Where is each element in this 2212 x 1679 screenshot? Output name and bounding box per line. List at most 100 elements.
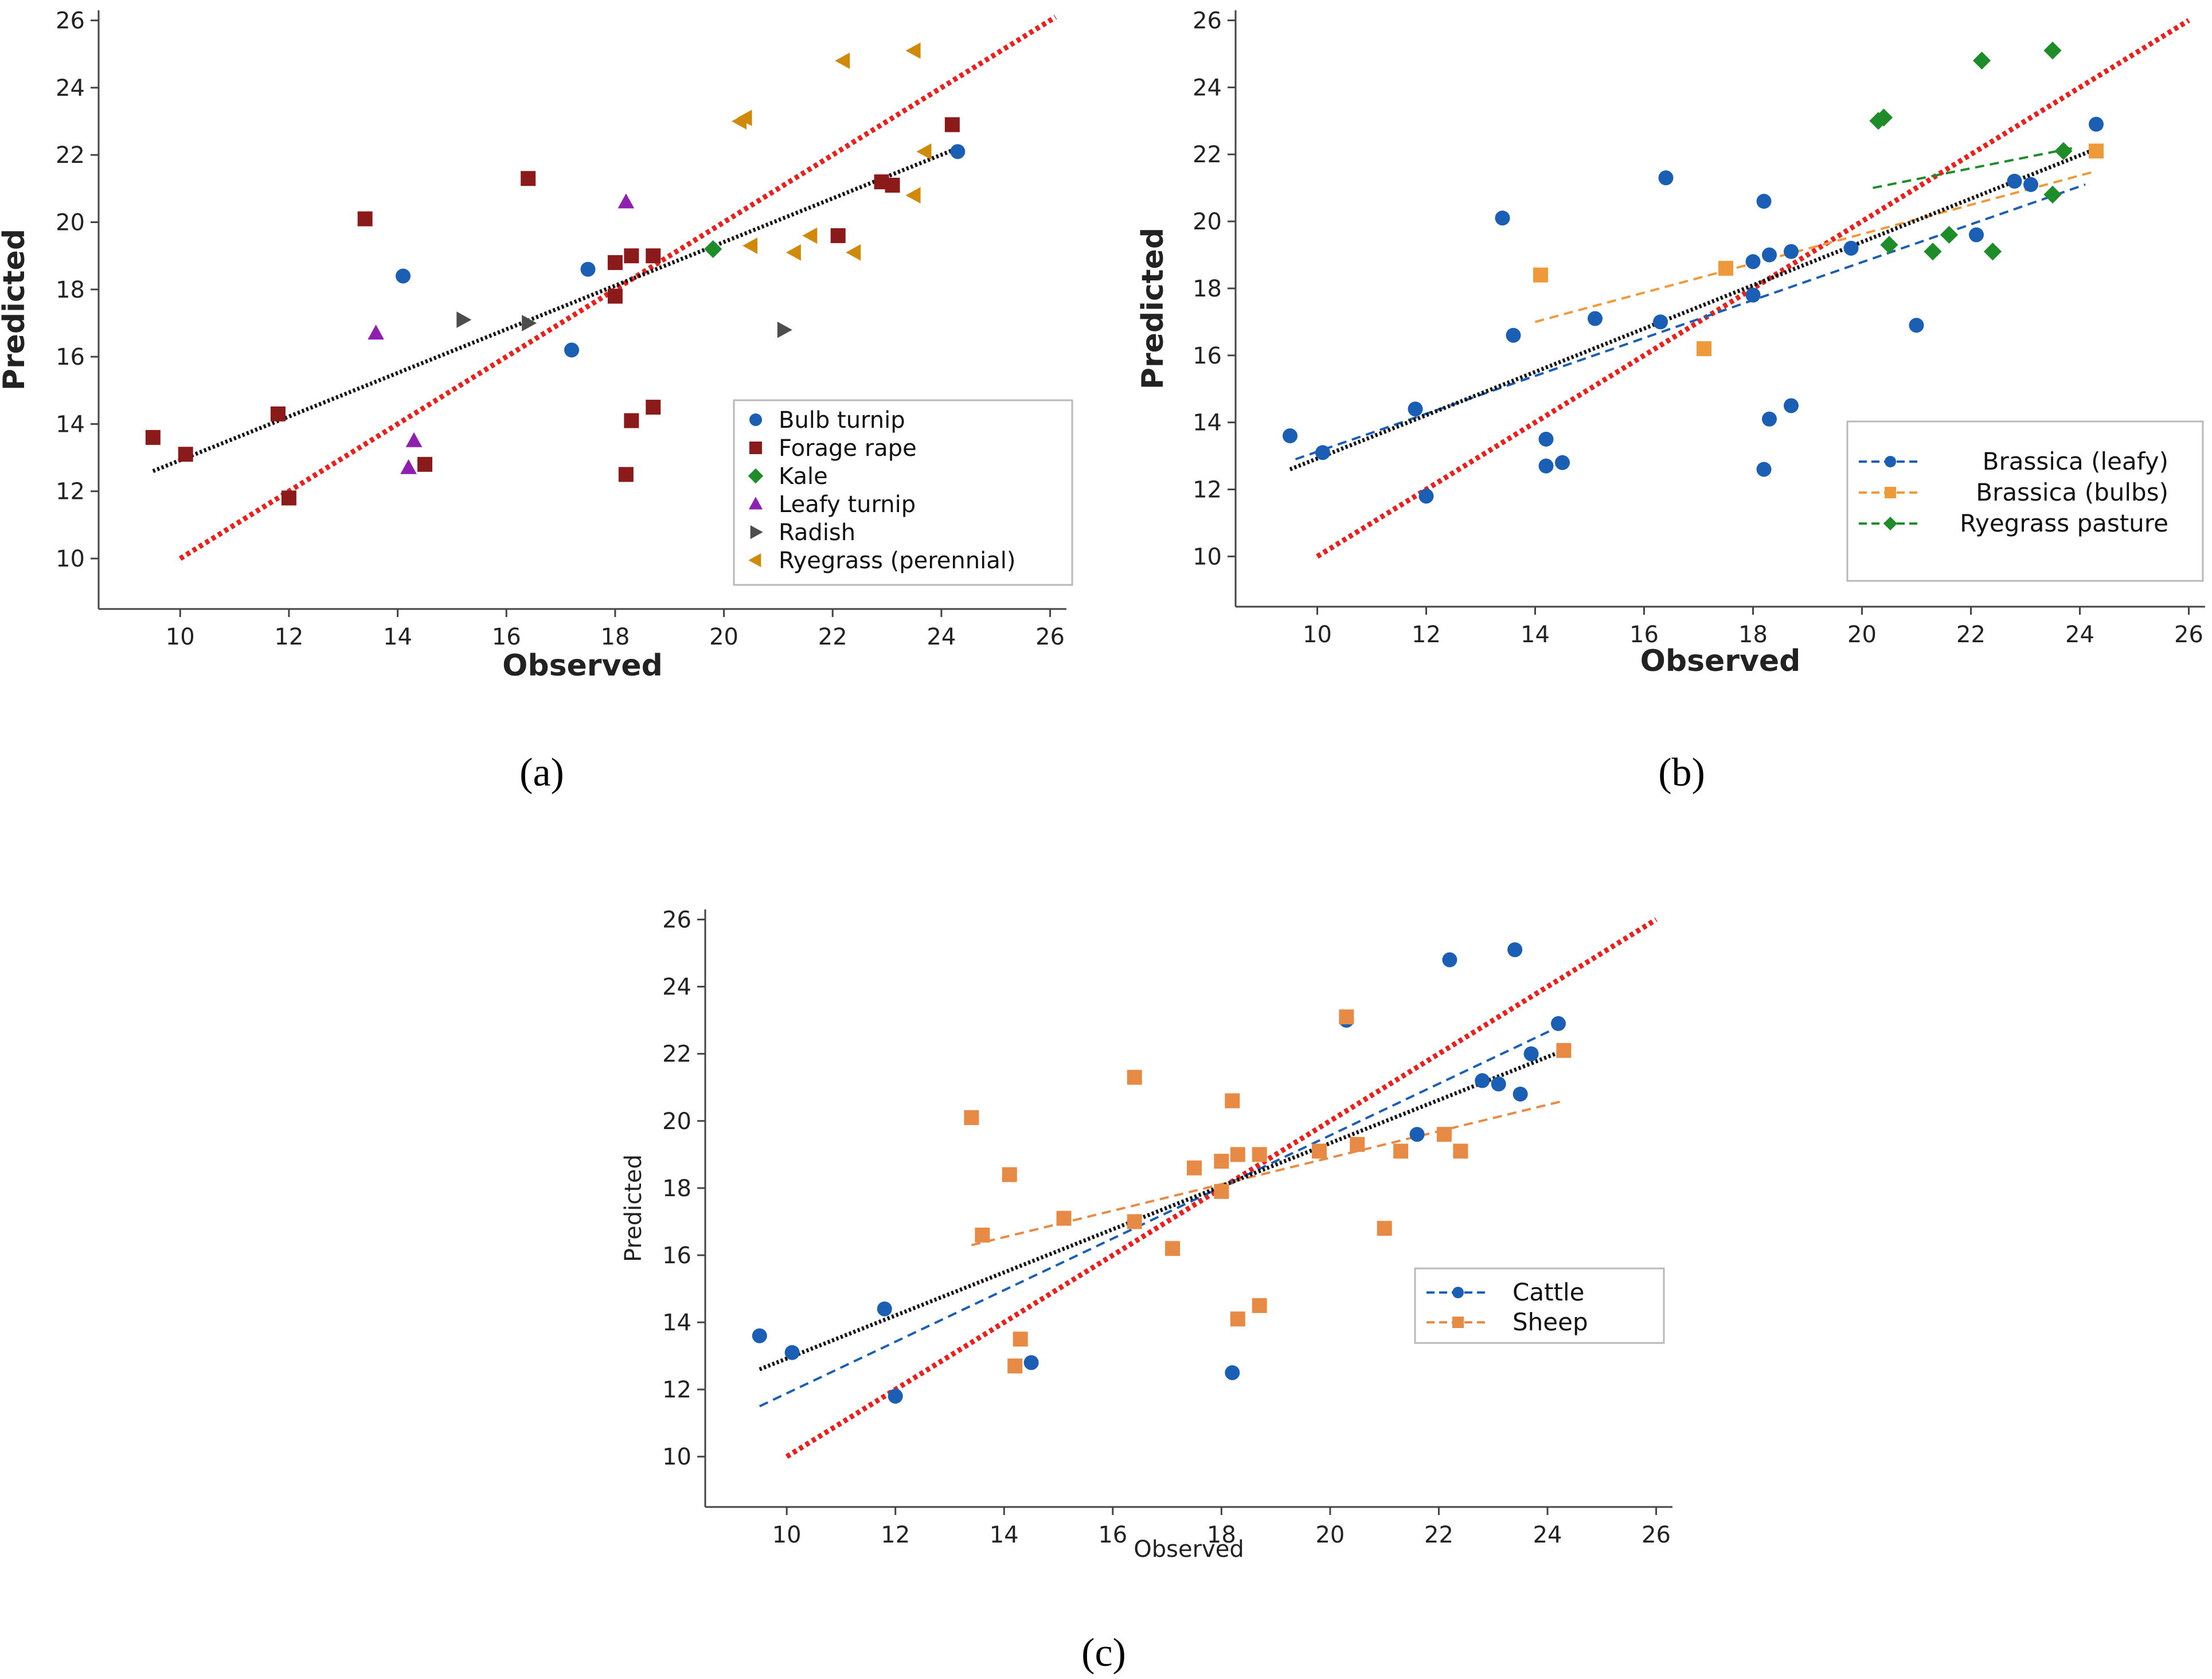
panel-a-point-forage-rape xyxy=(830,228,846,243)
panel-a-point-ryegrass-perennial xyxy=(905,42,921,59)
panel-a-point-forage-rape xyxy=(357,211,373,227)
panel-a-point-radish xyxy=(777,321,792,338)
panel-a-y-tick-label: 20 xyxy=(56,210,85,236)
panel-a-y-tick-label: 18 xyxy=(56,277,85,303)
panel-c-point-sheep xyxy=(975,1227,990,1243)
panel-c-x-tick-label: 22 xyxy=(1424,1522,1453,1548)
panel-a-point-forage-rape xyxy=(521,171,536,186)
panel-a-point-forage-rape xyxy=(270,406,286,421)
panel-b-fit-line-ryegrass-pasture xyxy=(1873,146,2075,189)
panel-a-point-forage-rape xyxy=(607,255,623,270)
panel-b-y-tick-label: 20 xyxy=(1193,209,1222,235)
panel-b-y-axis-label: Predicted xyxy=(1136,228,1170,389)
panel-c-point-sheep xyxy=(964,1110,979,1125)
panel-a-point-radish xyxy=(456,311,472,328)
panel-c-y-tick-label: 12 xyxy=(662,1377,691,1403)
panel-b-x-tick-label: 26 xyxy=(2174,622,2203,648)
panel-b-point-ryegrass-pasture xyxy=(2054,142,2073,160)
panel-a-point-ryegrass-perennial xyxy=(916,143,932,160)
panel-b-point-brassica-leafy xyxy=(1506,327,1521,343)
panel-b-point-brassica-leafy xyxy=(1745,287,1761,303)
panel-a-point-forage-rape xyxy=(417,456,432,472)
panel-b-point-ryegrass-pasture xyxy=(1940,225,1959,244)
panel-a-point-leafy-turnip xyxy=(368,325,384,340)
panel-c-point-cattle xyxy=(784,1345,800,1360)
panel-b-point-brassica-leafy xyxy=(2007,173,2022,189)
panel-a-x-tick-label: 10 xyxy=(166,624,195,650)
panel-a-chart: 10 12 14 16 18 20 22 24 26 10 12 14 16 18 20 22 24 26 Obse… xyxy=(0,8,1073,683)
panel-a-y-tick-label: 24 xyxy=(56,75,85,101)
panel-c-x-tick-label: 20 xyxy=(1315,1522,1345,1548)
panel-c-point-sheep xyxy=(1339,1009,1354,1025)
panel-c-y-tick-label: 24 xyxy=(662,974,691,1001)
panel-b-point-brassica-leafy xyxy=(1756,194,1772,209)
panel-c-point-sheep xyxy=(1056,1211,1072,1226)
panel-b-legend-label-brassica-bulbs: Brassica (bulbs) xyxy=(1976,478,2168,506)
panel-a-x-tick-label: 14 xyxy=(383,624,412,650)
panel-a-y-tick-label: 26 xyxy=(56,8,85,34)
panel-b-fit-line-brassica-bulbs xyxy=(1534,170,2097,323)
panel-a-legend-label-bulb-turnip: Bulb turnip xyxy=(779,407,905,434)
panel-c-point-sheep xyxy=(1230,1311,1245,1327)
panel-a-point-ryegrass-perennial xyxy=(737,110,752,126)
panel-b-y-tick-label: 12 xyxy=(1193,477,1222,503)
panel-c-point-sheep xyxy=(1002,1167,1017,1182)
panel-c-fit-line-sheep xyxy=(971,1099,1564,1247)
panel-c-x-tick-label: 18 xyxy=(1207,1522,1236,1548)
panel-b-caption: (b) xyxy=(1658,751,1705,795)
panel-c-point-sheep xyxy=(1214,1154,1229,1169)
panel-c-point-cattle xyxy=(1409,1127,1425,1142)
panel-b-point-brassica-leafy xyxy=(1588,311,1603,326)
panel-a-legend-box xyxy=(733,399,1073,586)
panel-a-legend-label-leafy-turnip: Leafy turnip xyxy=(779,491,916,518)
panel-b-point-brassica-leafy xyxy=(1555,455,1570,470)
panel-b-legend-marker-brassica-bulbs xyxy=(1885,487,1896,498)
panel-a-legend-label-forage-rape: Forage rape xyxy=(779,435,917,462)
panel-a-x-axis-label: Observed xyxy=(502,649,663,683)
panel-c-point-sheep xyxy=(1311,1143,1327,1159)
panel-b-y-tick-label: 24 xyxy=(1193,75,1222,101)
panel-c-point-cattle xyxy=(1475,1073,1490,1088)
panel-a-legend-marker-leafy-turnip xyxy=(748,497,763,510)
panel-c-one-to-one-line xyxy=(785,917,1658,1459)
panel-b-legend-label-brassica-leafy: Brassica (leafy) xyxy=(1983,447,2168,475)
panel-b-x-tick-label: 18 xyxy=(1738,622,1768,648)
panel-a-y-tick-label: 22 xyxy=(56,142,85,169)
panel-c-point-sheep xyxy=(1556,1042,1572,1058)
panel-a-point-ryegrass-perennial xyxy=(846,244,861,261)
panel-a-point-forage-rape xyxy=(178,447,193,462)
panel-c-point-sheep xyxy=(1013,1332,1028,1347)
panel-c-point-cattle xyxy=(1023,1355,1039,1370)
panel-a-point-forage-rape xyxy=(281,490,296,506)
panel-a-point-ryegrass-perennial xyxy=(905,187,921,204)
panel-b-point-brassica-leafy xyxy=(1658,170,1674,186)
panel-c-point-sheep xyxy=(1377,1221,1392,1236)
panel-b-point-ryegrass-pasture xyxy=(1983,243,2002,261)
panel-c-x-tick-label: 12 xyxy=(881,1522,910,1548)
panel-a-legend-label-kale: Kale xyxy=(779,463,828,490)
panel-c-point-sheep xyxy=(1453,1143,1468,1159)
panel-a-y-axis-label: Predicted xyxy=(0,229,32,391)
panel-b-point-brassica-leafy xyxy=(1418,489,1434,504)
panel-b-one-to-one-line xyxy=(1316,18,2190,559)
panel-a-point-forage-rape xyxy=(944,117,960,132)
panel-a-legend-label-radish: Radish xyxy=(779,520,855,546)
panel-b-x-tick-label: 10 xyxy=(1303,622,1332,648)
panel-a-point-ryegrass-perennial xyxy=(835,52,850,69)
panel-b-x-tick-label: 24 xyxy=(2065,622,2094,648)
panel-c-point-sheep xyxy=(1165,1241,1181,1256)
panel-a-x-tick-label: 12 xyxy=(274,624,303,650)
panel-c-point-sheep xyxy=(1225,1093,1240,1108)
panel-c-point-sheep xyxy=(1186,1160,1202,1176)
panel-a-point-bulb-turnip xyxy=(950,144,966,159)
panel-c-point-sheep xyxy=(1007,1358,1023,1374)
panel-c-y-tick-label: 14 xyxy=(662,1310,691,1336)
panel-c-point-cattle xyxy=(752,1328,767,1344)
panel-a-y-tick-label: 16 xyxy=(56,344,85,370)
panel-a-x-tick-label: 18 xyxy=(600,624,630,650)
panel-c-fit-line-cattle xyxy=(759,1026,1559,1408)
panel-b-point-brassica-leafy xyxy=(1315,445,1330,460)
panel-c-point-cattle xyxy=(1513,1086,1528,1102)
panel-a-point-radish xyxy=(522,315,537,331)
